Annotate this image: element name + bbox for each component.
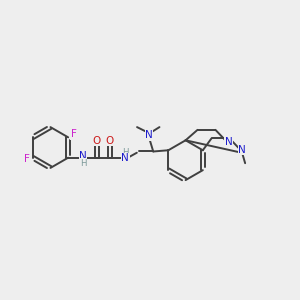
Text: O: O (93, 136, 101, 146)
Text: H: H (80, 159, 86, 168)
Text: N: N (145, 130, 153, 140)
Text: N: N (238, 145, 246, 155)
Text: F: F (24, 154, 29, 164)
Text: O: O (106, 136, 114, 146)
Text: F: F (71, 129, 76, 139)
Text: N: N (122, 153, 129, 163)
Text: H: H (122, 148, 129, 157)
Text: N: N (225, 137, 233, 147)
Text: N: N (79, 151, 87, 161)
